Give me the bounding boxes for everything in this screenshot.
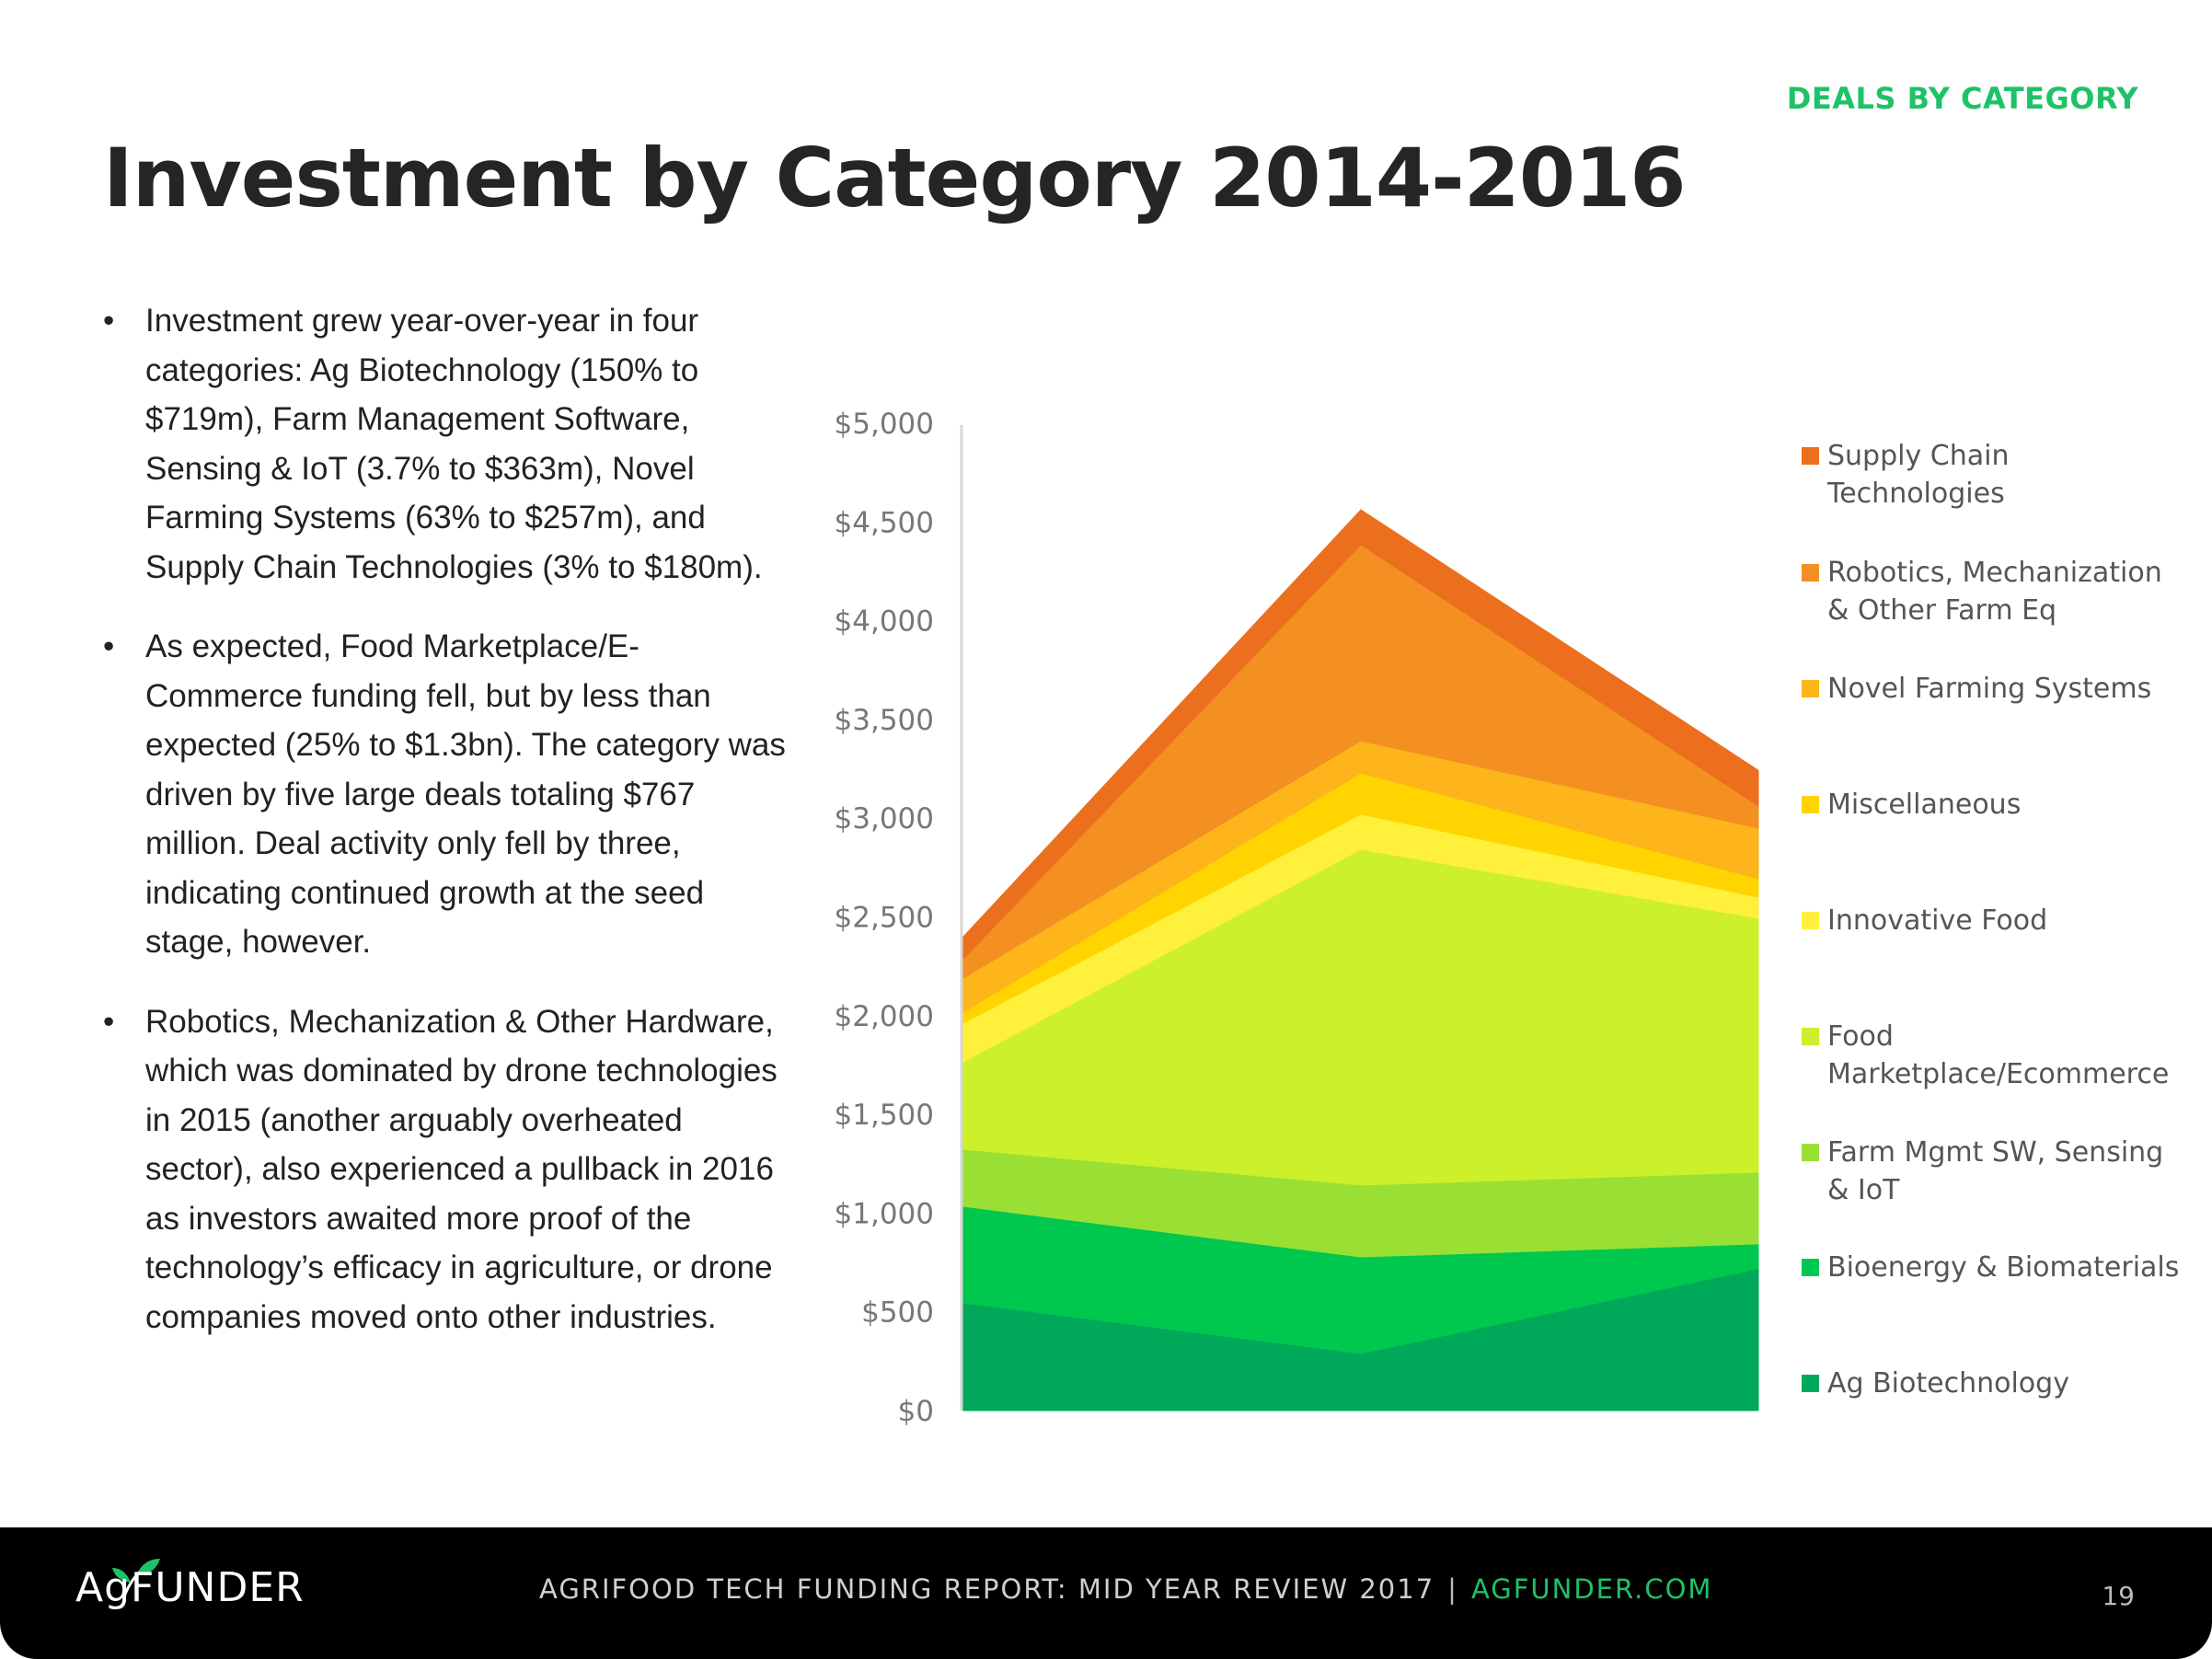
legend-label: Ag Biotechnology xyxy=(1827,1367,2069,1400)
legend-swatch-icon xyxy=(1802,1259,1819,1276)
legend-item: Food Marketplace/Ecommerce xyxy=(1802,1018,2188,1093)
y-tick-label: $2,000 xyxy=(835,1000,934,1033)
legend-swatch-icon xyxy=(1802,912,1819,929)
y-tick-label: $0 xyxy=(898,1395,934,1428)
y-tick-label: $4,500 xyxy=(835,506,934,539)
legend-swatch-icon xyxy=(1802,564,1819,582)
bullet-item: • Investment grew year-over-year in four … xyxy=(99,296,789,592)
bullet-item: • Robotics, Mechanization & Other Hardwar… xyxy=(99,997,789,1342)
legend-item: Innovative Food xyxy=(1802,902,2188,939)
legend-item: Supply Chain Technologies xyxy=(1802,437,2188,513)
bullet-icon: • xyxy=(103,628,115,664)
legend-label: Innovative Food xyxy=(1827,904,2048,937)
bullet-text: Robotics, Mechanization & Other Hardware… xyxy=(145,1003,778,1335)
y-tick-label: $2,500 xyxy=(835,902,934,935)
legend-swatch-icon xyxy=(1802,1028,1819,1045)
y-tick-label: $4,000 xyxy=(835,605,934,639)
footer: AgFUNDER AGRIFOOD TECH FUNDING REPORT: M… xyxy=(0,1527,2212,1659)
y-tick-label: $500 xyxy=(861,1296,934,1330)
legend-label: Food Marketplace/Ecommerce xyxy=(1827,1020,2170,1090)
page-title: Investment by Category 2014-2016 xyxy=(103,131,1687,225)
legend-item: Bioenergy & Biomaterials xyxy=(1802,1249,2188,1286)
y-tick-label: $1,000 xyxy=(835,1197,934,1230)
bullet-text: Investment grew year-over-year in four c… xyxy=(145,303,763,585)
y-tick-label: $3,000 xyxy=(835,802,934,835)
area-supply-chain-technologies xyxy=(962,509,1759,961)
legend-label: Farm Mgmt SW, Sensing & IoT xyxy=(1827,1136,2164,1206)
bullet-icon: • xyxy=(103,303,115,339)
page-number: 19 xyxy=(2102,1581,2135,1611)
legend-swatch-icon xyxy=(1802,1375,1819,1392)
separator: | xyxy=(1447,1573,1458,1605)
legend-item: Miscellaneous xyxy=(1802,786,2188,824)
y-tick-label: $1,500 xyxy=(835,1099,934,1132)
legend-item: Farm Mgmt SW, Sensing & IoT xyxy=(1802,1134,2188,1209)
bullet-list: • Investment grew year-over-year in four … xyxy=(99,296,789,1372)
legend-label: Novel Farming Systems xyxy=(1827,673,2152,705)
bullet-text: As expected, Food Marketplace/E-Commerce… xyxy=(145,628,786,960)
site-link[interactable]: AGFUNDER.COM xyxy=(1470,1573,1713,1605)
legend-label: Bioenergy & Biomaterials xyxy=(1827,1251,2180,1284)
legend-label: Supply Chain Technologies xyxy=(1827,440,2010,510)
legend-swatch-icon xyxy=(1802,680,1819,697)
legend-item: Novel Farming Systems xyxy=(1802,670,2188,708)
legend-swatch-icon xyxy=(1802,1144,1819,1161)
legend-item: Ag Biotechnology xyxy=(1802,1365,2188,1402)
sprout-icon xyxy=(112,1559,160,1600)
legend-swatch-icon xyxy=(1802,796,1819,813)
y-axis-ticks: $0 $500 $1,000 $1,500 $2,000 $2,500 $3,000 $3,5… xyxy=(835,408,934,1428)
footer-caption: AGRIFOOD TECH FUNDING REPORT: MID YEAR R… xyxy=(539,1573,1712,1605)
y-tick-label: $3,500 xyxy=(835,704,934,737)
section-tag: DEALS BY CATEGORY xyxy=(1786,81,2138,116)
legend-label: Robotics, Mechanization & Other Farm Eq xyxy=(1827,557,2162,627)
legend-item: Robotics, Mechanization & Other Farm Eq xyxy=(1802,554,2188,629)
report-name: AGRIFOOD TECH FUNDING REPORT: MID YEAR R… xyxy=(539,1573,1435,1605)
legend-label: Miscellaneous xyxy=(1827,789,2022,821)
bullet-icon: • xyxy=(103,1003,115,1040)
stacked-area-chart: $0 $500 $1,000 $1,500 $2,000 $2,500 $3,000 $3,5… xyxy=(835,408,1759,1428)
bullet-item: • As expected, Food Marketplace/E-Commerc… xyxy=(99,622,789,967)
area-layers xyxy=(962,509,1759,1411)
logo-text: AgFUNDER xyxy=(75,1564,305,1611)
legend-swatch-icon xyxy=(1802,447,1819,465)
y-tick-label: $5,000 xyxy=(835,408,934,441)
